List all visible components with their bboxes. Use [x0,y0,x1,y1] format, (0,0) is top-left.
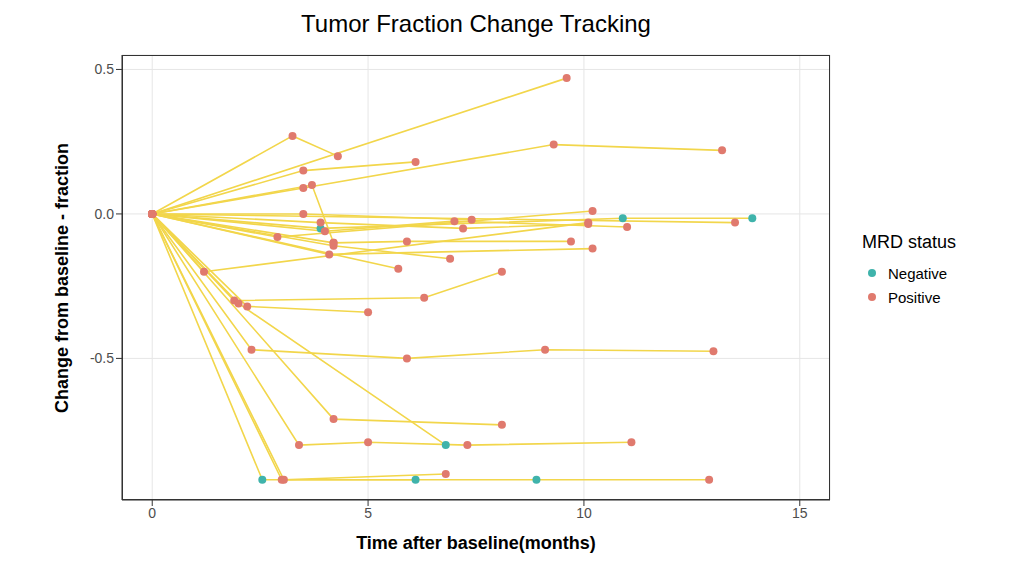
html-text:Negative: Negative [888,264,948,282]
svg-text:-0.5: -0.5 [90,350,114,366]
svg-text:0.0: 0.0 [95,206,115,222]
svg-text:5: 5 [364,505,372,521]
svg-text:10: 10 [576,505,592,521]
html-text:Tumor Fraction Change Tracking: Tumor Fraction Change Tracking [301,10,651,37]
svg-text:15: 15 [792,505,808,521]
html-text:Positive: Positive [888,288,941,306]
html-text:Change from baseline - fractio: Change from baseline - fraction [51,142,72,413]
svg-text:0: 0 [148,505,156,521]
svg-text:0.5: 0.5 [95,61,115,77]
html-text:MRD status: MRD status [862,232,956,252]
html-text:Time after baseline(months): Time after baseline(months) [356,533,596,553]
